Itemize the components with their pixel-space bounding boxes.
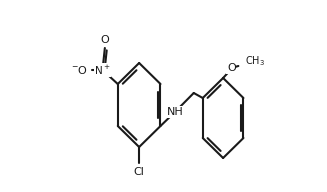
Text: O: O bbox=[227, 63, 236, 73]
Text: NH: NH bbox=[166, 107, 183, 117]
Text: N$^+$: N$^+$ bbox=[94, 63, 111, 77]
Text: CH$_3$: CH$_3$ bbox=[245, 54, 266, 68]
Text: O: O bbox=[100, 35, 109, 45]
Text: Cl: Cl bbox=[134, 167, 145, 177]
Text: $^{-}$O: $^{-}$O bbox=[71, 64, 88, 76]
